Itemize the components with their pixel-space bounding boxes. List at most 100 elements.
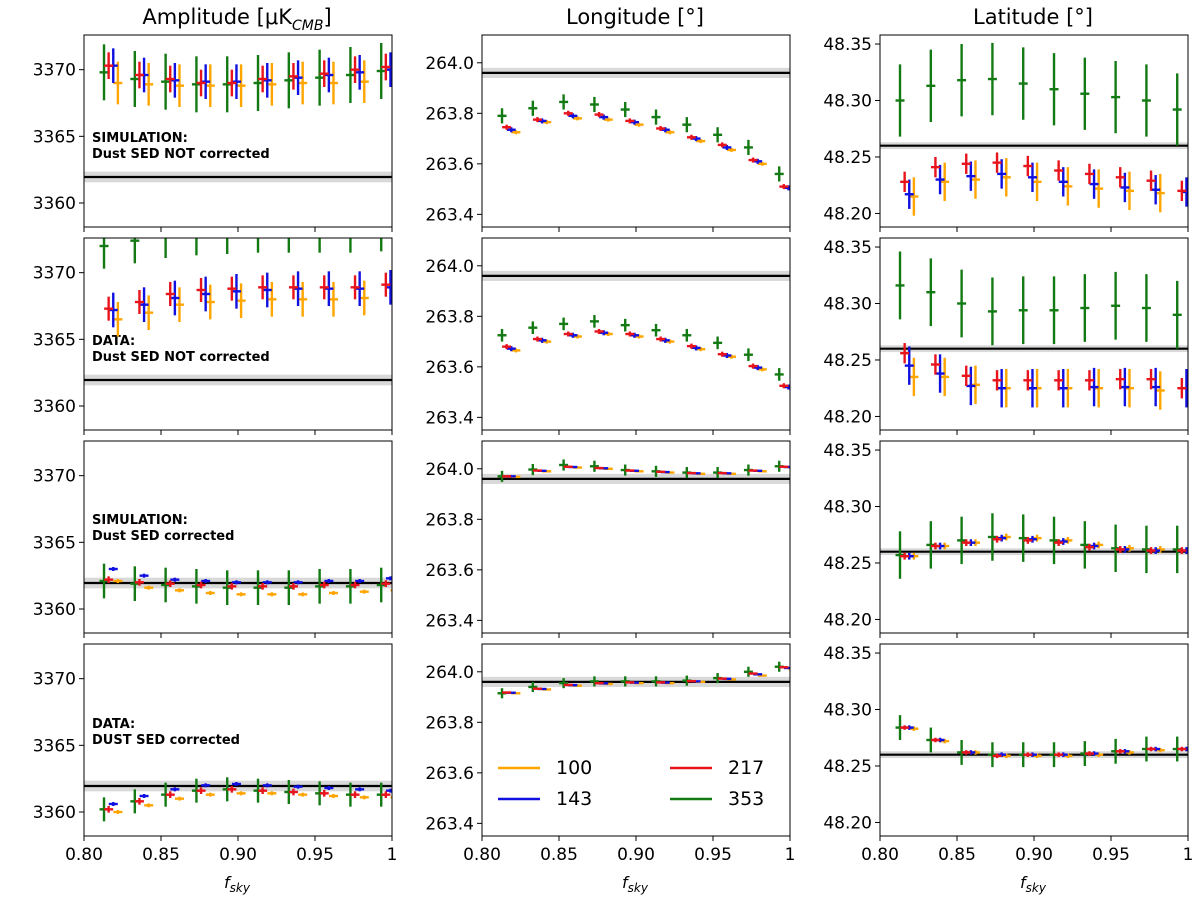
panel-r1-latitude: 48.20 48.25 48.30 48.35 bbox=[823, 34, 1189, 232]
y-tick-label: 263.8 bbox=[425, 713, 474, 733]
y-tick-label: 48.25 bbox=[823, 351, 872, 371]
y-tick-label: 3360 bbox=[33, 397, 76, 417]
y-tick-label: 263.4 bbox=[425, 205, 474, 225]
plot-area bbox=[84, 563, 392, 605]
y-tick-label: 3370 bbox=[33, 264, 76, 284]
y-tick-label: 48.30 bbox=[823, 701, 872, 721]
plot-area bbox=[482, 67, 790, 191]
legend-label-100: 100 bbox=[556, 757, 592, 779]
y-tick-label: 263.6 bbox=[425, 155, 474, 175]
x-tick-label: 0.80 bbox=[861, 845, 899, 865]
panel-frame bbox=[481, 237, 791, 431]
y-tick-label: 263.4 bbox=[425, 611, 474, 631]
panel-frame bbox=[879, 643, 1189, 837]
x-tick-label: 0.85 bbox=[938, 845, 976, 865]
legend-label-217: 217 bbox=[728, 757, 764, 779]
y-tick-label: 48.20 bbox=[823, 813, 872, 833]
y-tick-label: 3360 bbox=[33, 600, 76, 620]
y-tick-label: 48.35 bbox=[823, 35, 872, 55]
y-tick-label: 264.0 bbox=[425, 54, 474, 74]
x-tick-label: 0.90 bbox=[219, 845, 257, 865]
y-tick-label: 48.20 bbox=[823, 407, 872, 427]
y-tick-label: 3365 bbox=[33, 736, 76, 756]
panel-r2-longitude: 263.4 263.6 263.8 264.0 bbox=[425, 237, 791, 435]
plot-area bbox=[880, 715, 1188, 768]
y-tick-label: 48.25 bbox=[823, 757, 872, 777]
x-tick-label: 1 bbox=[785, 845, 796, 865]
x-tick-label: 0.85 bbox=[142, 845, 180, 865]
y-tick-label: 263.8 bbox=[425, 307, 474, 327]
panel-r2-latitude: 48.20 48.25 48.30 48.35 bbox=[823, 237, 1189, 435]
x-tick-label: 0.95 bbox=[1092, 845, 1130, 865]
y-tick-label: 264.0 bbox=[425, 460, 474, 480]
y-tick-label: 263.4 bbox=[425, 814, 474, 834]
y-tick-label: 3370 bbox=[33, 670, 76, 690]
panel-r1-longitude: 263.4 263.6 263.8 264.0 bbox=[425, 34, 791, 232]
plot-area bbox=[482, 459, 790, 484]
x-tick-label: 0.90 bbox=[617, 845, 655, 865]
panel-r3-longitude: 263.4 263.6 263.8 264.0 bbox=[425, 440, 791, 638]
legend: 100 217 143 353 bbox=[498, 757, 764, 810]
legend-label-143: 143 bbox=[556, 788, 592, 810]
plot-area bbox=[84, 43, 392, 183]
y-tick-label: 263.6 bbox=[425, 358, 474, 378]
y-tick-label: 264.0 bbox=[425, 663, 474, 683]
y-tick-label: 48.25 bbox=[823, 148, 872, 168]
x-axis-label-col2: fsky bbox=[622, 873, 649, 895]
y-tick-label: 3365 bbox=[33, 127, 76, 147]
y-tick-label: 48.30 bbox=[823, 498, 872, 518]
plot-area bbox=[880, 251, 1188, 410]
y-tick-label: 48.20 bbox=[823, 610, 872, 630]
y-tick-label: 264.0 bbox=[425, 257, 474, 277]
y-tick-label: 48.35 bbox=[823, 238, 872, 258]
y-tick-label: 3365 bbox=[33, 533, 76, 553]
column-title-amplitude: Amplitude [μKCMB] bbox=[142, 5, 331, 34]
row2-annotation: DATA: Dust SED NOT corrected bbox=[92, 334, 270, 365]
column-title-longitude: Longitude [°] bbox=[566, 5, 704, 29]
panel-frame bbox=[879, 34, 1189, 228]
panel-r3-amplitude: 3360 3365 3370 bbox=[33, 440, 393, 638]
x-tick-label: 1 bbox=[387, 845, 398, 865]
panel-r1-amplitude: 3360 3365 3370 bbox=[33, 34, 393, 232]
x-tick-label: 0.80 bbox=[65, 845, 103, 865]
plot-area bbox=[84, 238, 392, 386]
y-tick-label: 3370 bbox=[33, 467, 76, 487]
row3-annotation: SIMULATION: Dust SED corrected bbox=[92, 513, 234, 544]
x-tick-label: 0.90 bbox=[1015, 845, 1053, 865]
panel-r4-longitude: 263.4 263.6 263.8 264.0 0.80 0.85 0.90 0.95 1 bbox=[425, 643, 796, 865]
y-tick-label: 48.35 bbox=[823, 441, 872, 461]
y-tick-label: 3360 bbox=[33, 803, 76, 823]
x-axis-label-col1: fsky bbox=[224, 873, 251, 895]
plot-area bbox=[482, 270, 790, 390]
y-tick-label: 263.4 bbox=[425, 408, 474, 428]
y-tick-label: 48.30 bbox=[823, 92, 872, 112]
panel-r4-amplitude: 3360 3365 3370 0.80 0.85 0.90 0.95 1 bbox=[33, 643, 398, 865]
panel-r2-amplitude: 3360 3365 3370 bbox=[33, 237, 393, 435]
y-tick-label: 48.35 bbox=[823, 644, 872, 664]
panel-frame bbox=[879, 237, 1189, 431]
y-tick-label: 263.6 bbox=[425, 764, 474, 784]
plot-area bbox=[880, 42, 1188, 216]
column-title-latitude: Latitude [°] bbox=[973, 5, 1093, 29]
x-tick-label: 0.95 bbox=[694, 845, 732, 865]
panel-frame bbox=[481, 34, 791, 228]
panel-r4-latitude: 48.20 48.25 48.30 48.35 0.80 0.85 0.90 0.95 1 bbox=[823, 643, 1194, 865]
y-tick-label: 263.8 bbox=[425, 510, 474, 530]
plot-area bbox=[84, 777, 392, 822]
row1-annotation: SIMULATION: Dust SED NOT corrected bbox=[92, 131, 270, 162]
y-tick-label: 48.25 bbox=[823, 554, 872, 574]
y-tick-label: 48.20 bbox=[823, 204, 872, 224]
x-tick-label: 1 bbox=[1183, 845, 1194, 865]
plot-area bbox=[482, 661, 790, 699]
y-tick-label: 3360 bbox=[33, 194, 76, 214]
row4-annotation: DATA: DUST SED corrected bbox=[92, 717, 240, 748]
panel-r3-latitude: 48.20 48.25 48.30 48.35 bbox=[823, 440, 1189, 638]
y-tick-label: 263.6 bbox=[425, 561, 474, 581]
legend-label-353: 353 bbox=[728, 788, 764, 810]
x-tick-label: 0.85 bbox=[540, 845, 578, 865]
x-tick-label: 0.80 bbox=[463, 845, 501, 865]
plot-area bbox=[880, 513, 1188, 579]
y-tick-label: 3370 bbox=[33, 61, 76, 81]
y-tick-label: 48.30 bbox=[823, 295, 872, 315]
